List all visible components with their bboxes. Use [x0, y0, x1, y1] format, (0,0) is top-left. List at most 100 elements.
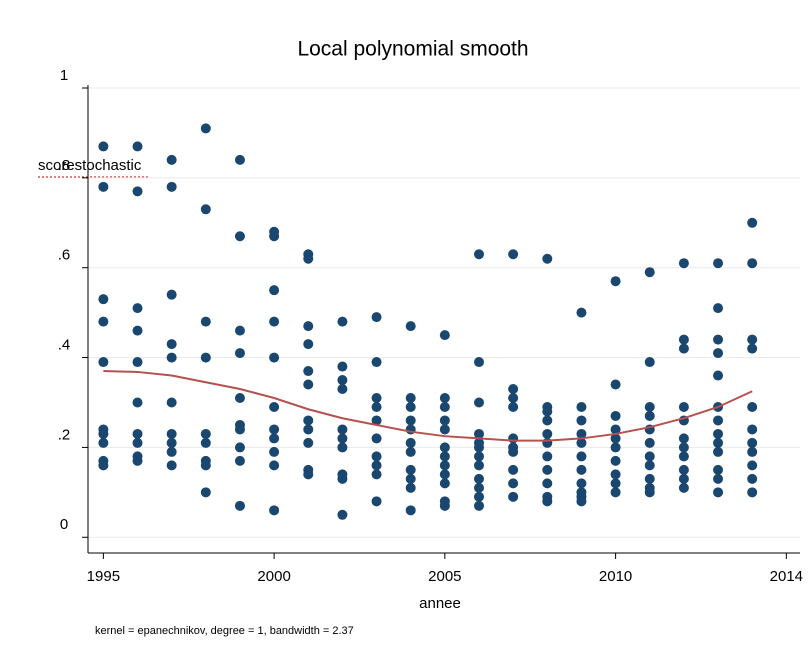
point [405, 482, 416, 493]
point [371, 496, 382, 507]
point [337, 375, 348, 386]
point [508, 401, 519, 412]
point [234, 154, 245, 165]
point [644, 401, 655, 412]
point [200, 352, 211, 363]
point [132, 455, 143, 466]
point [371, 460, 382, 471]
point [439, 442, 450, 453]
point [303, 415, 314, 426]
point [747, 460, 758, 471]
point [542, 406, 553, 417]
point [234, 500, 245, 511]
y-tick-label: 1 [60, 67, 68, 84]
point [678, 464, 689, 475]
point [200, 316, 211, 327]
point [610, 379, 621, 390]
point [542, 428, 553, 439]
point [132, 186, 143, 197]
point [439, 393, 450, 403]
point [644, 460, 655, 471]
point [371, 415, 382, 426]
point [576, 428, 587, 439]
point [576, 307, 587, 318]
point [644, 437, 655, 448]
point [474, 442, 485, 453]
point [132, 428, 143, 439]
point [713, 446, 724, 457]
point [678, 473, 689, 484]
point [542, 451, 553, 462]
point [713, 348, 724, 359]
point [508, 393, 519, 403]
point [234, 231, 245, 242]
point [132, 141, 143, 152]
point [166, 289, 177, 300]
point [644, 487, 655, 498]
y-tick-label: .4 [58, 337, 71, 354]
point [610, 455, 621, 466]
point [371, 451, 382, 462]
point [405, 464, 416, 475]
point [98, 437, 109, 448]
point [234, 424, 245, 435]
point [166, 437, 177, 448]
point [678, 433, 689, 444]
y-tick-label: .2 [58, 426, 71, 443]
point [405, 401, 416, 412]
point [678, 401, 689, 412]
point [269, 352, 280, 363]
point [576, 464, 587, 475]
point [713, 473, 724, 484]
point [337, 424, 348, 435]
point [644, 410, 655, 421]
x-tick-label: 2014 [770, 568, 803, 585]
point [166, 339, 177, 350]
point [678, 451, 689, 462]
point [542, 478, 553, 489]
point [508, 491, 519, 502]
point [98, 294, 109, 305]
point [337, 316, 348, 327]
point [439, 330, 450, 341]
point [474, 500, 485, 511]
point [200, 487, 211, 498]
point [576, 415, 587, 426]
x-tick-label: 1995 [87, 568, 120, 585]
point [166, 181, 177, 192]
point [405, 393, 416, 403]
point [371, 312, 382, 323]
point [542, 437, 553, 448]
point [303, 253, 314, 264]
point [713, 464, 724, 475]
point [747, 446, 758, 457]
point [337, 442, 348, 453]
point [303, 469, 314, 480]
point [576, 496, 587, 507]
point [269, 424, 280, 435]
point [269, 226, 280, 237]
point [508, 478, 519, 489]
y-tick-label: 0 [60, 516, 68, 533]
point [303, 339, 314, 350]
point [576, 478, 587, 489]
point [166, 446, 177, 457]
point [610, 424, 621, 435]
point [98, 181, 109, 192]
point [678, 442, 689, 453]
point [610, 442, 621, 453]
point [610, 433, 621, 444]
point [98, 428, 109, 439]
x-tick-label: 2005 [428, 568, 461, 585]
point [200, 437, 211, 448]
y-tick-label: .8 [58, 157, 71, 174]
point [371, 357, 382, 368]
point [576, 451, 587, 462]
point [644, 267, 655, 278]
point [747, 334, 758, 345]
point [747, 487, 758, 498]
point [303, 321, 314, 332]
point [166, 460, 177, 471]
point [98, 460, 109, 471]
